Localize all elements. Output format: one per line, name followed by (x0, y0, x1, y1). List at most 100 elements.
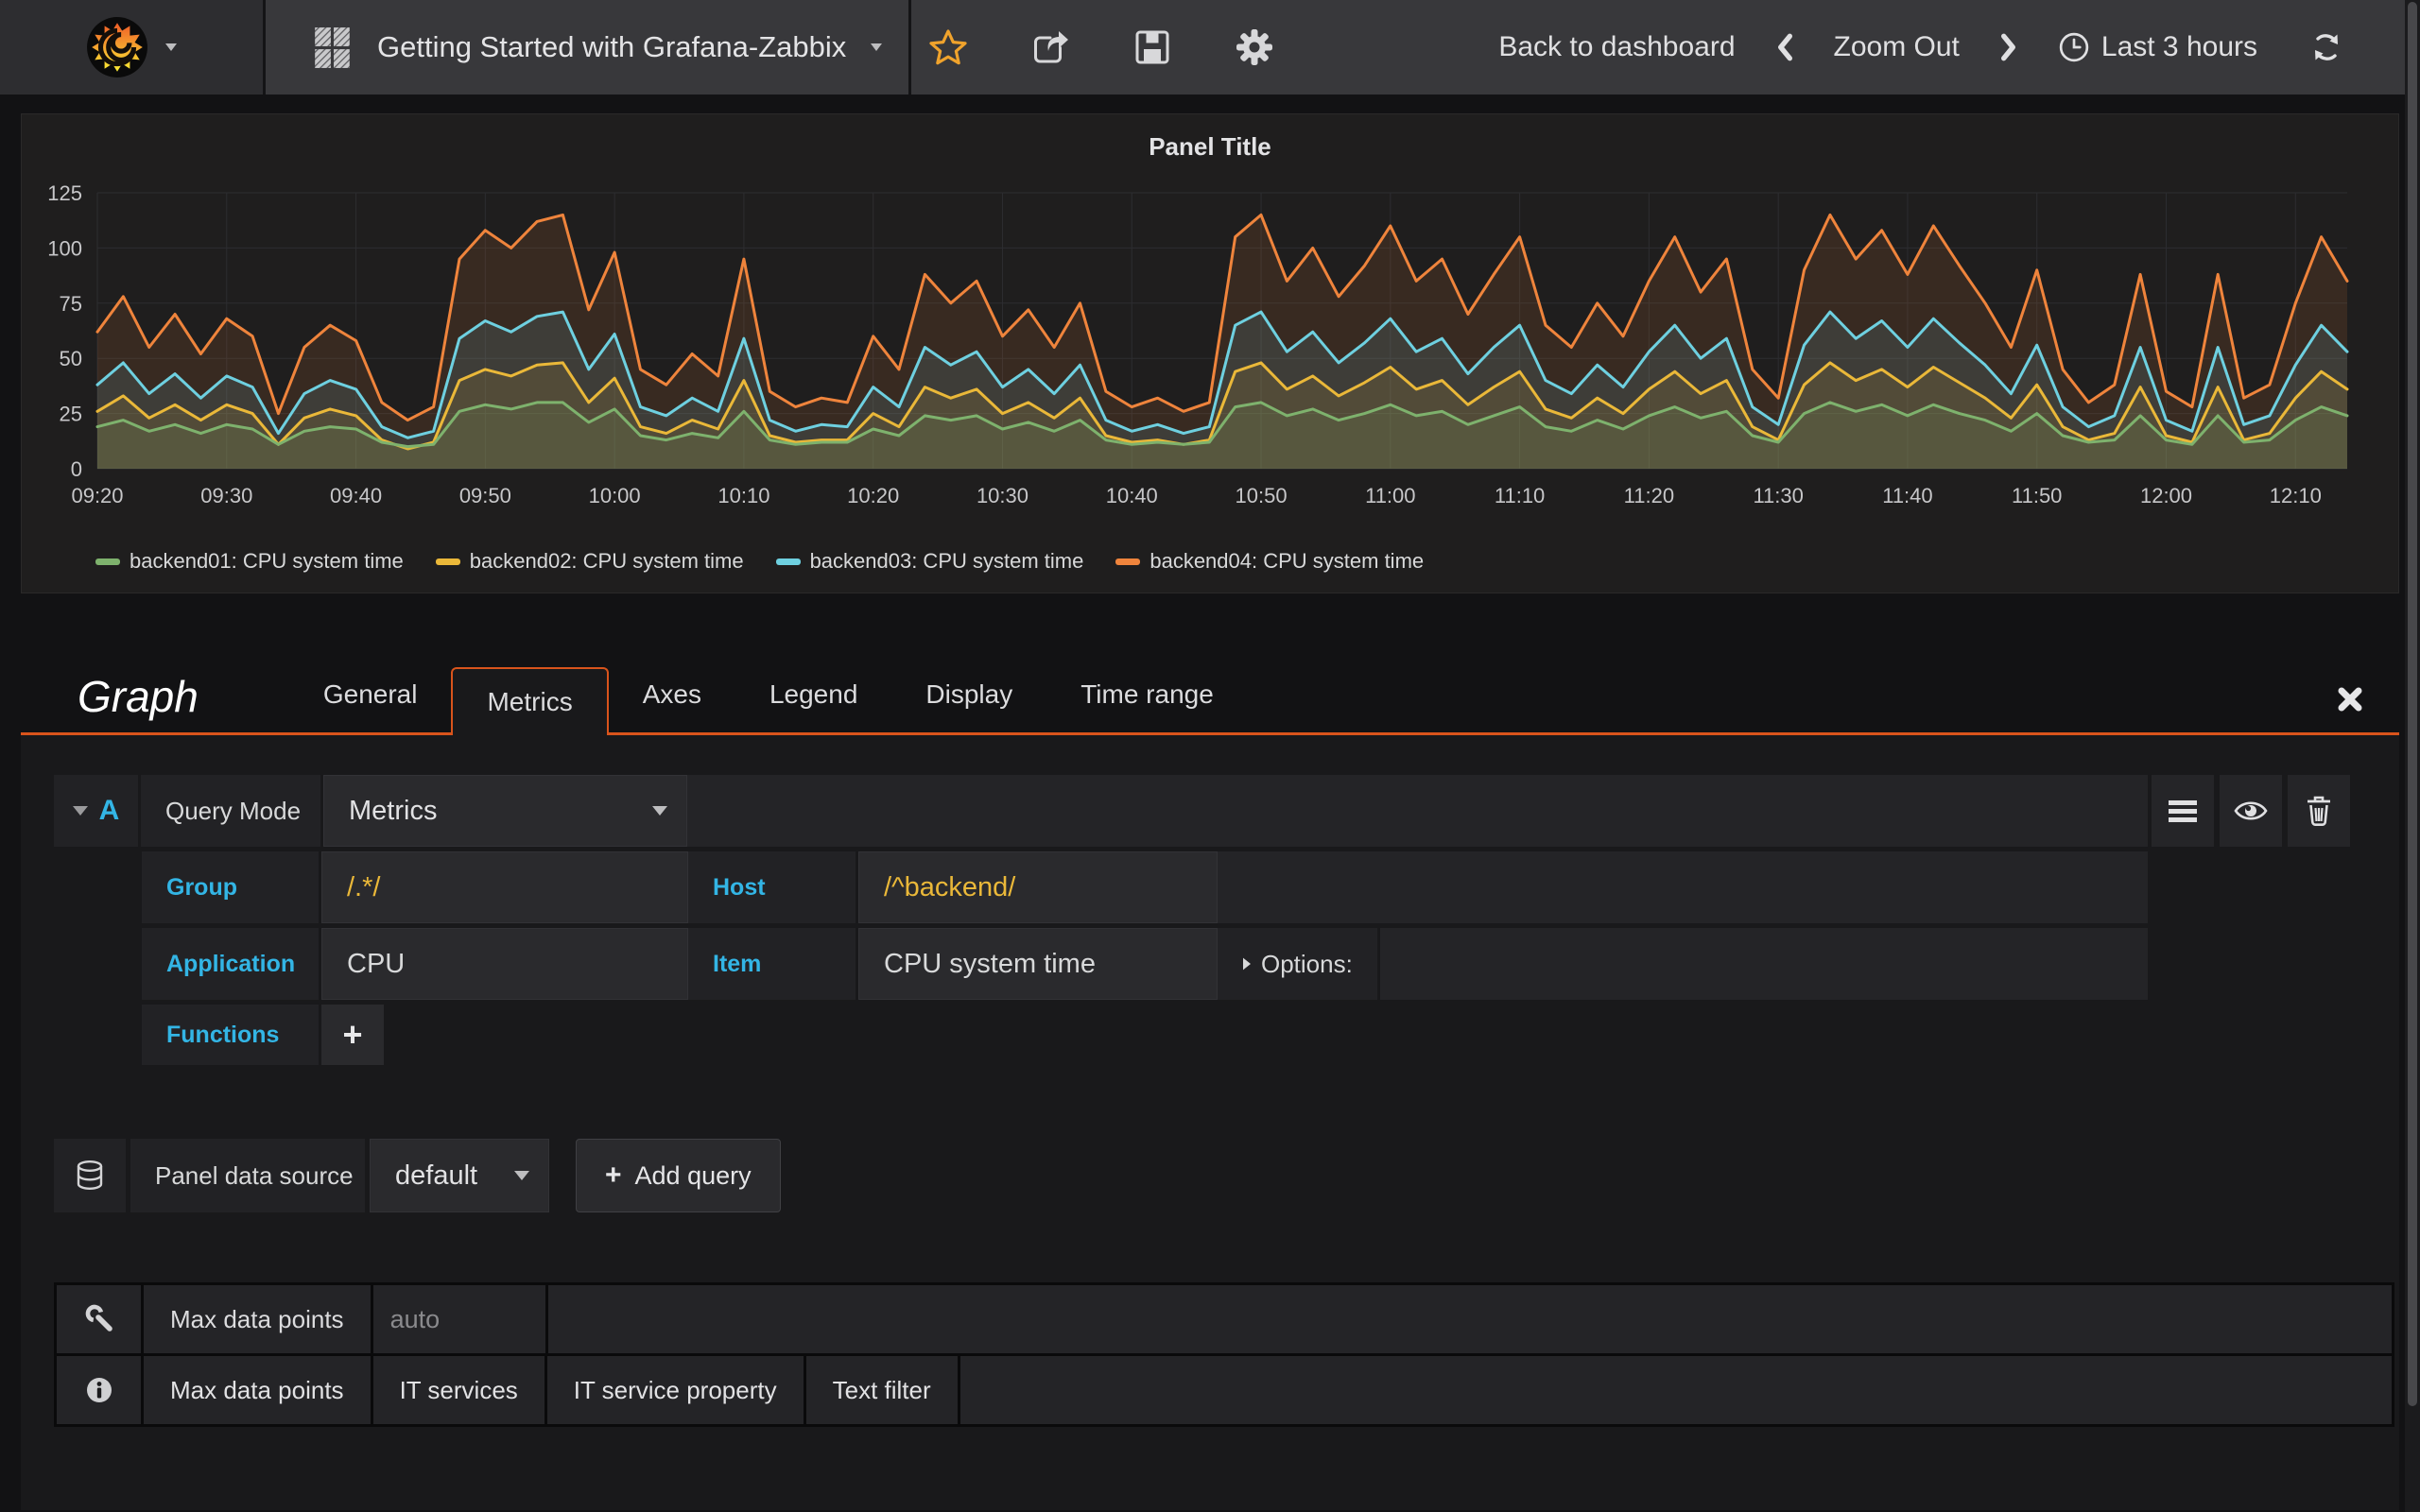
page-scrollbar (2405, 0, 2420, 1512)
svg-text:09:50: 09:50 (459, 484, 511, 507)
application-label-cell: Application (142, 928, 319, 1000)
legend-color-key (435, 558, 460, 565)
item-label: Item (713, 950, 762, 977)
max-data-points-label: Max data points (144, 1285, 371, 1353)
settings-button[interactable] (1223, 16, 1286, 78)
application-input[interactable]: CPU (321, 928, 688, 1000)
functions-label: Functions (166, 1021, 280, 1048)
save-button[interactable] (1121, 16, 1184, 78)
metrics-tab-content: A Query Mode Metrics (21, 735, 2399, 1510)
plus-icon: + (605, 1160, 622, 1191)
legend-series-name: backend01: CPU system time (130, 549, 404, 573)
svg-text:11:10: 11:10 (1495, 484, 1545, 507)
group-label: Group (166, 873, 237, 901)
item-label-cell: Item (688, 928, 856, 1000)
legend-item[interactable]: backend02: CPU system time (435, 549, 744, 574)
graph-panel: Panel Title 0 25 50 75 100 125 09:20 09:30 09:40… (21, 113, 2399, 593)
chevron-down-icon (165, 43, 177, 51)
scrollbar-thumb[interactable] (2408, 2, 2417, 1406)
add-query-button[interactable]: + Add query (576, 1139, 781, 1212)
legend-item[interactable]: backend04: CPU system time (1115, 549, 1424, 574)
query-ref-id: A (98, 795, 120, 826)
tab-general[interactable]: General (322, 679, 418, 709)
back-to-dashboard-button[interactable]: Back to dashboard (1498, 31, 1736, 62)
navbar: Getting Started with Grafana-Zabbix (0, 0, 2420, 94)
application-value: CPU (347, 948, 406, 979)
refresh-button[interactable] (2282, 29, 2348, 65)
time-shift-left-button[interactable] (1760, 32, 1809, 62)
svg-text:10:30: 10:30 (977, 484, 1028, 507)
zoom-out-button[interactable]: Zoom Out (1833, 31, 1960, 62)
group-label-cell: Group (142, 851, 319, 923)
query-menu-button[interactable] (2152, 775, 2214, 847)
svg-text:75: 75 (60, 292, 82, 316)
svg-text:09:40: 09:40 (330, 484, 382, 507)
chart-area[interactable]: 0 25 50 75 100 125 09:20 09:30 09:40 09:50 10:00 10… (22, 180, 2398, 540)
close-editor-button[interactable] (2335, 684, 2365, 714)
star-button[interactable] (917, 16, 979, 78)
delete-query-button[interactable] (2288, 775, 2350, 847)
legend-item[interactable]: backend01: CPU system time (95, 549, 404, 574)
options-label: Options: (1261, 949, 1353, 978)
svg-text:11:40: 11:40 (1882, 484, 1932, 507)
query-mode-select[interactable]: Metrics (323, 775, 687, 847)
add-query-label: Add query (634, 1160, 752, 1190)
time-range-picker[interactable]: Last 3 hours (2033, 31, 2282, 63)
options-toggle[interactable]: Options: (1218, 928, 1377, 1000)
svg-text:50: 50 (60, 347, 82, 370)
option-text-filter[interactable]: Text filter (805, 1356, 958, 1424)
group-input[interactable]: /.*/ (321, 851, 688, 923)
tab-axes[interactable]: Axes (642, 679, 701, 709)
query-mode-value: Metrics (349, 795, 438, 826)
gear-icon (1236, 29, 1273, 65)
query-row-a: A Query Mode Metrics (54, 775, 2350, 847)
datasource-select[interactable]: default (370, 1139, 549, 1212)
option-max-data-points[interactable]: Max data points (144, 1356, 371, 1424)
option-it-services[interactable]: IT services (372, 1356, 544, 1424)
tab-legend[interactable]: Legend (769, 679, 858, 709)
svg-text:25: 25 (60, 403, 82, 426)
svg-text:10:50: 10:50 (1236, 484, 1288, 507)
row-filler (547, 1285, 2392, 1353)
share-button[interactable] (1019, 16, 1081, 78)
svg-text:100: 100 (47, 236, 82, 260)
dashboard-title: Getting Started with Grafana-Zabbix (377, 30, 847, 63)
share-icon (1034, 31, 1069, 63)
host-value: /^backend/ (884, 871, 1016, 902)
option-it-service-property[interactable]: IT service property (546, 1356, 804, 1424)
svg-text:125: 125 (47, 181, 82, 205)
item-input[interactable]: CPU system time (858, 928, 1218, 1000)
row-filler (959, 1356, 2392, 1424)
collapse-query-button[interactable]: A (54, 775, 138, 847)
query-mode-label: Query Mode (165, 796, 302, 825)
time-shift-right-button[interactable] (1984, 32, 2033, 62)
svg-text:10:40: 10:40 (1106, 484, 1158, 507)
legend-item[interactable]: backend03: CPU system time (775, 549, 1083, 574)
legend-color-key (95, 558, 120, 565)
tab-time-range[interactable]: Time range (1080, 679, 1214, 709)
max-data-points-input[interactable] (372, 1304, 545, 1334)
dashboard-grid-icon (313, 26, 353, 69)
info-icon (86, 1378, 112, 1402)
datasource-value: default (395, 1160, 478, 1191)
chevron-down-icon (514, 1171, 529, 1180)
dashboard-selector[interactable]: Getting Started with Grafana-Zabbix (266, 0, 912, 94)
info-icon-cell (57, 1356, 141, 1424)
panel-title[interactable]: Panel Title (1149, 132, 1271, 161)
max-data-points-row: Max data points (57, 1285, 2392, 1353)
svg-text:10:10: 10:10 (717, 484, 769, 507)
toggle-query-visibility-button[interactable] (2220, 775, 2282, 847)
grafana-logo-menu[interactable] (0, 0, 266, 94)
svg-text:10:00: 10:00 (589, 484, 641, 507)
chevron-right-icon (2000, 33, 2015, 61)
tab-metrics[interactable]: Metrics (451, 667, 609, 735)
legend-color-key (1115, 558, 1141, 565)
svg-text:12:10: 12:10 (2270, 484, 2322, 507)
application-label: Application (166, 950, 296, 977)
add-function-button[interactable]: + (321, 1005, 384, 1065)
host-input[interactable]: /^backend/ (858, 851, 1218, 923)
legend-series-name: backend04: CPU system time (1150, 549, 1425, 573)
tab-display[interactable]: Display (925, 679, 1013, 709)
time-range-label: Last 3 hours (2100, 31, 2257, 62)
query-row-group-host: Group /.*/ Host /^backend/ (142, 851, 2148, 923)
